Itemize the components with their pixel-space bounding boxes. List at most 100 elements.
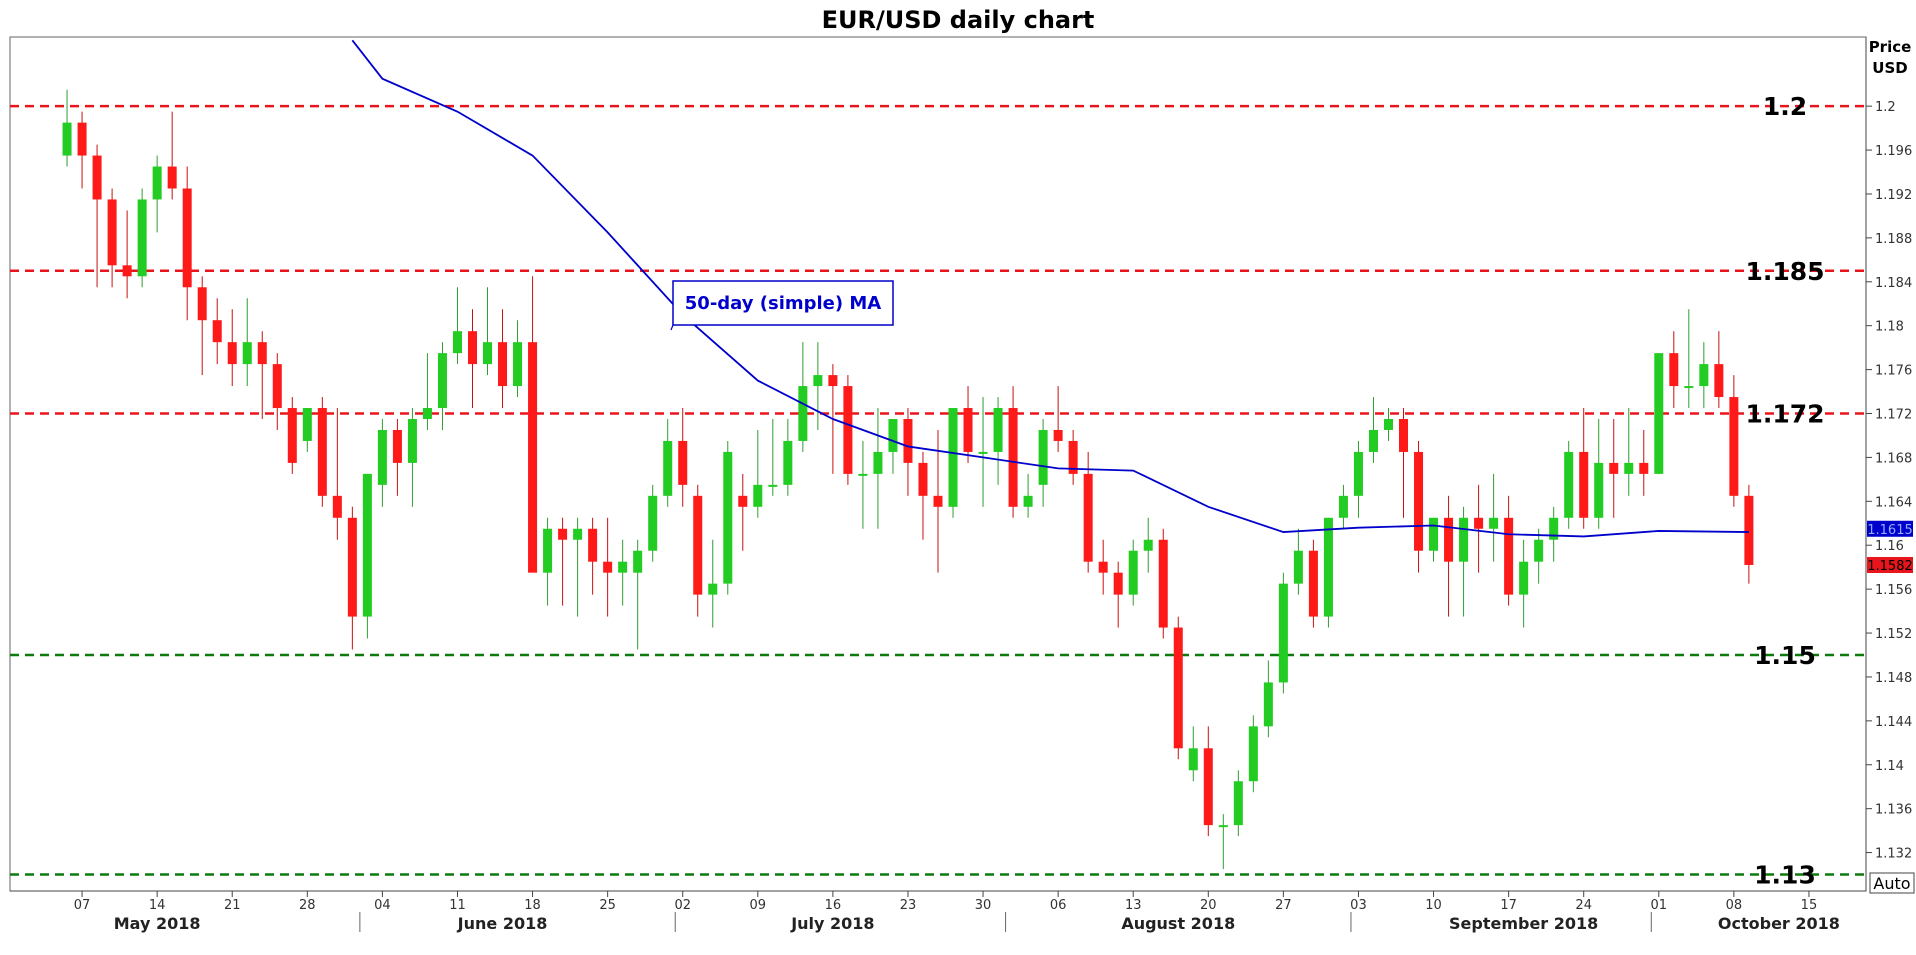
level-label: 1.185: [1745, 257, 1824, 286]
candle-body: [513, 342, 523, 387]
candle-body: [152, 166, 162, 200]
x-tick-label: 04: [374, 898, 391, 913]
candle-body: [362, 473, 372, 617]
candle-body: [1519, 561, 1529, 595]
ma-line: [351, 39, 1749, 538]
month-label: July 2018: [790, 914, 874, 933]
y-tick-label: 1.132: [1875, 847, 1912, 862]
horizontal-levels: 1.2 1.185 1.172 1.15 1.13: [10, 92, 1866, 890]
candle-body: [933, 495, 943, 507]
x-tick-label: 03: [1350, 898, 1367, 913]
candle-body: [1399, 418, 1409, 452]
x-tick-label: 11: [449, 898, 466, 913]
candle-body: [1474, 517, 1484, 529]
x-tick-label: 07: [74, 898, 91, 913]
candle-body: [377, 429, 387, 485]
auto-scale-frame: [1869, 872, 1915, 894]
ma-price-tag-label: 1.1615: [1867, 523, 1913, 538]
x-tick-label: 17: [1500, 898, 1517, 913]
price-unit-label: Price: [1869, 38, 1912, 56]
candle-body: [1729, 397, 1739, 496]
x-tick-label: 13: [1125, 898, 1142, 913]
candle-body: [182, 188, 192, 288]
candle-body: [1263, 682, 1273, 727]
candle-body: [888, 418, 898, 452]
candle-body: [227, 342, 237, 365]
candle-body: [678, 440, 688, 485]
candle-body: [1414, 451, 1424, 551]
candle-body: [1489, 517, 1499, 529]
candle-body: [1744, 495, 1754, 565]
x-tick-label: 02: [674, 898, 691, 913]
y-tick-label: 1.164: [1875, 495, 1912, 510]
x-tick-label: 01: [1651, 898, 1668, 913]
candle-body: [588, 528, 598, 562]
candle-body: [663, 440, 673, 496]
x-tick-label: 15: [1801, 898, 1818, 913]
month-label: September 2018: [1449, 914, 1598, 933]
candle-body: [903, 418, 913, 463]
last-price-tag: [1867, 556, 1913, 573]
candle-body: [272, 364, 282, 409]
y-tick-label: 1.2: [1875, 100, 1896, 115]
x-tick-label: 27: [1275, 898, 1292, 913]
price-tags: 1.1615 1.1582: [1867, 520, 1913, 574]
x-tick-label: 16: [825, 898, 842, 913]
candle-body: [618, 561, 628, 573]
candle-body: [948, 408, 958, 507]
auto-scale-button[interactable]: Auto: [1869, 872, 1915, 894]
candle-body: [483, 342, 493, 365]
candle-body: [1549, 517, 1559, 540]
y-tick-label: 1.196: [1875, 144, 1912, 159]
candle-body: [1218, 825, 1228, 828]
candle-body: [858, 473, 868, 476]
candle-body: [1383, 418, 1393, 430]
candle-body: [332, 495, 342, 518]
level-label: 1.15: [1754, 641, 1816, 670]
candle-body: [648, 495, 658, 551]
candle-body: [1323, 517, 1333, 617]
candle-body: [1459, 517, 1469, 562]
candle-body: [1368, 429, 1378, 452]
candle-body: [1353, 451, 1363, 496]
candle-body: [1203, 748, 1213, 826]
candle-body: [1233, 781, 1243, 826]
y-tick-label: 1.168: [1875, 451, 1912, 466]
candle-body: [242, 342, 252, 365]
candle-body: [708, 583, 718, 595]
currency-unit-label: USD: [1872, 59, 1907, 77]
candle-body: [1534, 539, 1544, 562]
x-tick-label: 20: [1200, 898, 1217, 913]
ma-callout-label: 50-day (simple) MA: [685, 293, 882, 314]
candle-body: [918, 462, 928, 496]
candle-body: [1173, 627, 1183, 749]
candle-body: [92, 155, 102, 200]
y-tick-label: 1.18: [1875, 320, 1904, 335]
candle-body: [77, 122, 87, 156]
y-tick-label: 1.16: [1875, 539, 1904, 554]
y-tick-label: 1.156: [1875, 583, 1912, 598]
candle-body: [1338, 495, 1348, 518]
candle-body: [1278, 583, 1288, 683]
candle-body: [1248, 726, 1258, 782]
x-tick-label: 24: [1575, 898, 1592, 913]
candle-body: [1609, 462, 1619, 474]
month-label: June 2018: [457, 914, 548, 933]
candle-body: [317, 408, 327, 496]
candles: [62, 89, 1754, 870]
candle-body: [558, 528, 568, 540]
candle-body: [437, 353, 447, 409]
candle-body: [302, 408, 312, 441]
candle-body: [963, 408, 973, 452]
candle-body: [1429, 517, 1439, 551]
y-tick-label: 1.184: [1875, 276, 1912, 291]
x-tick-label: 06: [1050, 898, 1067, 913]
level-label: 1.2: [1763, 92, 1807, 121]
candle-body: [347, 517, 357, 617]
candle-body: [1113, 572, 1123, 595]
x-tick-label: 28: [299, 898, 316, 913]
level-label: 1.13: [1754, 861, 1816, 890]
candle-body: [392, 429, 402, 463]
candle-body: [407, 418, 417, 463]
